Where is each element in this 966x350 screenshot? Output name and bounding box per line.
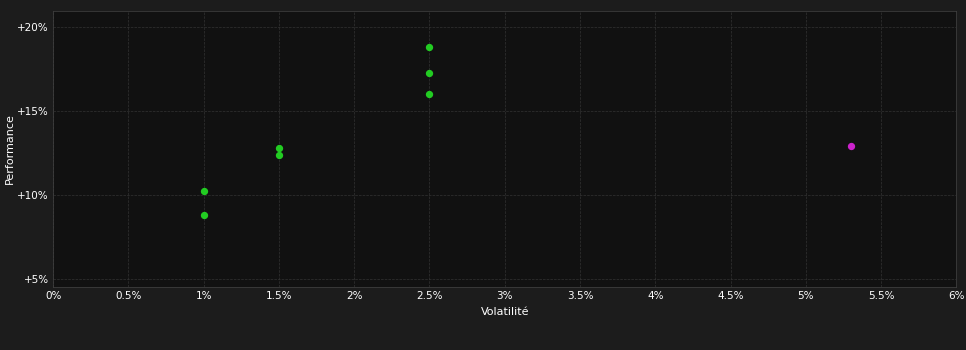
Point: [422, 70, 438, 75]
Point: [196, 212, 212, 218]
Point: [271, 145, 287, 151]
Point: [196, 189, 212, 194]
X-axis label: Volatilité: Volatilité: [480, 307, 529, 317]
Point: [271, 152, 287, 158]
Y-axis label: Performance: Performance: [5, 113, 14, 184]
Point: [843, 144, 859, 149]
Point: [422, 44, 438, 50]
Point: [422, 91, 438, 97]
